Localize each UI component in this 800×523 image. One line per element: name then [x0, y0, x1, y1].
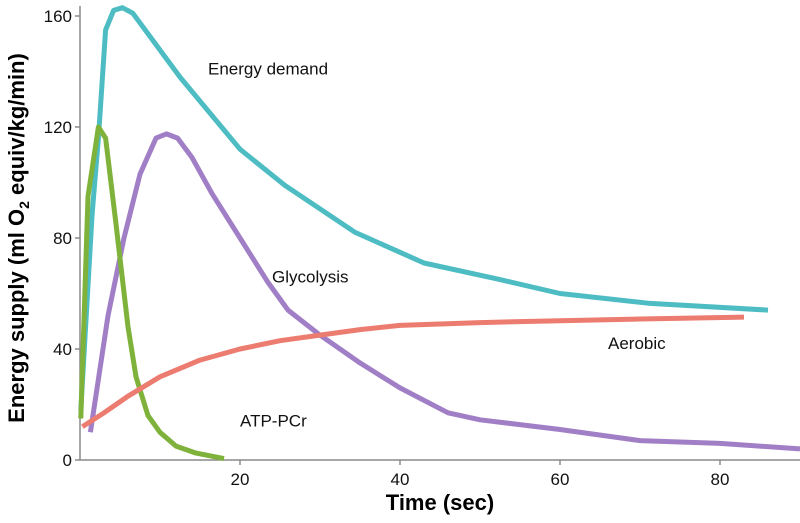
series-line-aerobic — [81, 314, 745, 429]
x-tick-label: 60 — [551, 470, 570, 489]
x-tick-label: 20 — [231, 470, 250, 489]
y-axis-title-rest: equiv/kg/min) — [4, 53, 29, 201]
y-tick-label: 160 — [44, 7, 72, 26]
y-tick-label: 0 — [63, 451, 72, 470]
x-ticks: 20 40 60 80 — [231, 460, 730, 489]
series-label-glycolysis: Glycolysis — [272, 267, 349, 286]
y-ticks: 0 40 80 120 160 — [44, 7, 80, 470]
y-axis-title-subscript: 2 — [16, 201, 32, 209]
y-tick-label: 80 — [53, 229, 72, 248]
series-label-atp-pcr: ATP-PCr — [240, 412, 307, 431]
x-tick-label: 40 — [391, 470, 410, 489]
x-axis-title: Time (sec) — [386, 490, 494, 515]
x-tick-label: 80 — [711, 470, 730, 489]
axes: 0 40 80 120 160 20 40 60 80 — [44, 6, 800, 489]
series-labels: Energy demand Glycolysis ATP-PCr Aerobic — [208, 59, 666, 430]
series-line-energy-demand — [78, 5, 769, 411]
series-line-glycolysis — [87, 131, 800, 452]
y-tick-label: 40 — [53, 340, 72, 359]
series-label-aerobic: Aerobic — [608, 334, 666, 353]
series-group — [78, 5, 800, 462]
y-axis-title-main: Energy supply (ml O — [4, 209, 29, 423]
series-label-energy-demand: Energy demand — [208, 59, 328, 78]
y-axis-title: Energy supply (ml O2 equiv/kg/min) — [4, 53, 32, 423]
y-tick-label: 120 — [44, 118, 72, 137]
series-line-atp-pcr — [78, 124, 225, 462]
